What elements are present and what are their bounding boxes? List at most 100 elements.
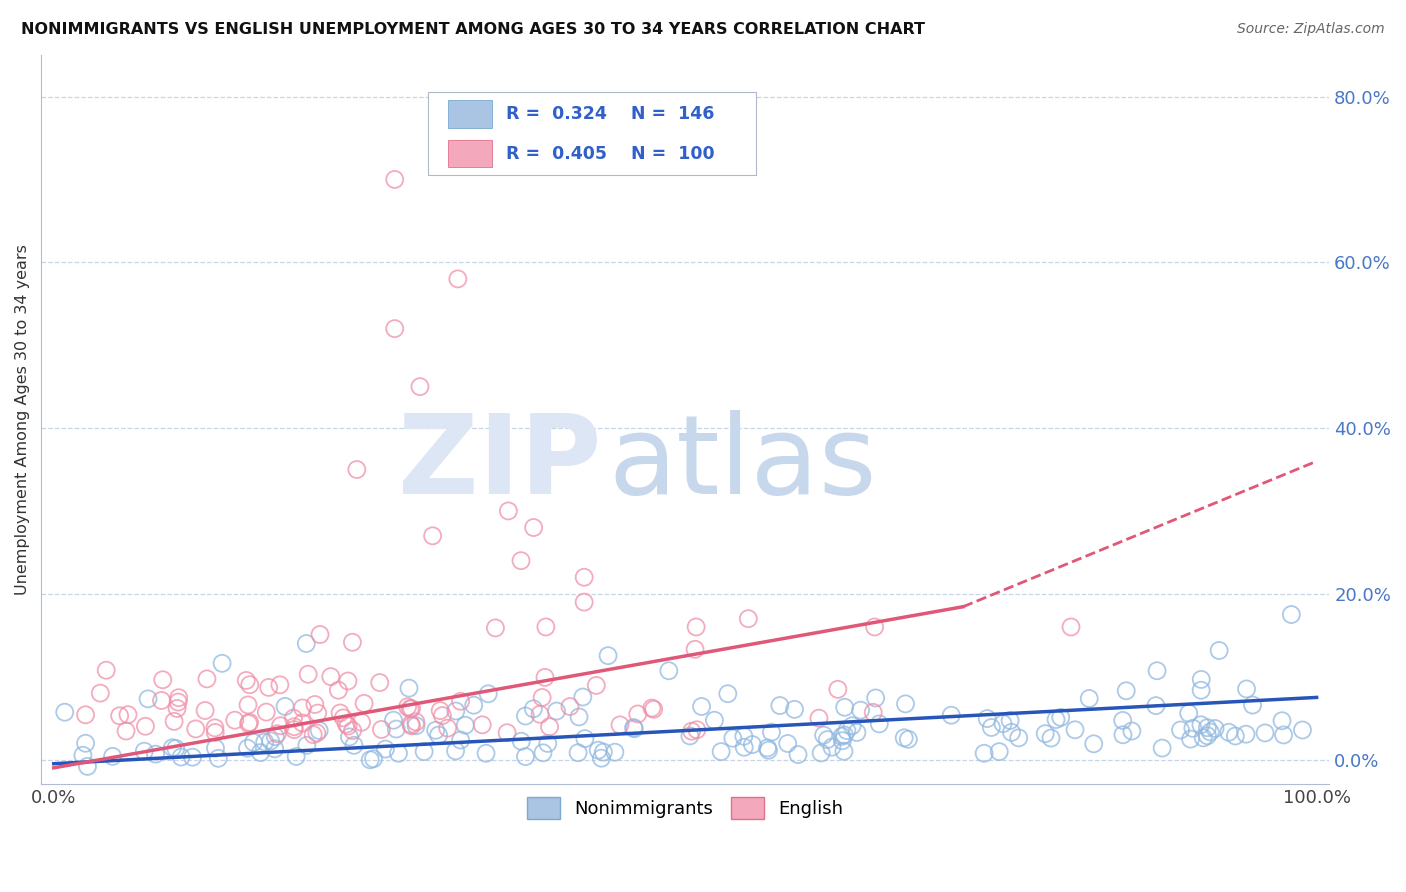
- Point: [531, 746, 554, 760]
- Point: [264, 730, 287, 744]
- Point: [574, 731, 596, 746]
- Point: [1271, 714, 1294, 728]
- Point: [370, 723, 392, 737]
- Point: [96, 663, 118, 677]
- Point: [163, 714, 186, 729]
- Point: [976, 712, 998, 726]
- Point: [204, 721, 226, 735]
- Point: [703, 713, 725, 727]
- Point: [134, 719, 156, 733]
- Point: [170, 750, 193, 764]
- Point: [733, 740, 755, 755]
- Point: [283, 723, 305, 737]
- FancyBboxPatch shape: [449, 101, 492, 128]
- Point: [304, 698, 326, 712]
- Point: [328, 683, 350, 698]
- Point: [195, 672, 218, 686]
- Point: [849, 703, 872, 717]
- Point: [291, 701, 314, 715]
- Point: [529, 707, 551, 722]
- Point: [353, 697, 375, 711]
- Point: [363, 752, 385, 766]
- Point: [387, 746, 409, 760]
- Point: [283, 711, 305, 725]
- Point: [717, 687, 740, 701]
- Point: [643, 702, 665, 716]
- Point: [572, 690, 595, 704]
- Point: [1112, 714, 1135, 728]
- Point: [498, 504, 520, 518]
- Point: [422, 529, 444, 543]
- Point: [515, 709, 537, 723]
- Point: [1189, 718, 1212, 732]
- Point: [1040, 731, 1063, 745]
- Point: [741, 738, 763, 752]
- Text: NONIMMIGRANTS VS ENGLISH UNEMPLOYMENT AMONG AGES 30 TO 34 YEARS CORRELATION CHAR: NONIMMIGRANTS VS ENGLISH UNEMPLOYMENT AM…: [21, 22, 925, 37]
- Point: [683, 642, 706, 657]
- Point: [115, 724, 138, 739]
- Point: [1189, 683, 1212, 698]
- Point: [399, 702, 422, 716]
- Point: [150, 693, 173, 707]
- Point: [1152, 741, 1174, 756]
- Point: [980, 721, 1002, 735]
- Point: [627, 706, 650, 721]
- Point: [834, 700, 856, 714]
- Point: [167, 695, 190, 709]
- Point: [401, 701, 423, 715]
- Point: [475, 746, 498, 760]
- Point: [1189, 673, 1212, 687]
- Point: [239, 715, 262, 730]
- Point: [1033, 727, 1056, 741]
- Point: [332, 711, 354, 725]
- Point: [204, 725, 226, 739]
- Point: [463, 698, 485, 713]
- Point: [75, 707, 97, 722]
- Point: [865, 690, 887, 705]
- Point: [181, 750, 204, 764]
- Legend: Nonimmigrants, English: Nonimmigrants, English: [520, 790, 851, 827]
- Point: [343, 739, 366, 753]
- Point: [162, 740, 184, 755]
- Point: [1008, 731, 1031, 745]
- Text: Source: ZipAtlas.com: Source: ZipAtlas.com: [1237, 22, 1385, 37]
- Point: [1170, 723, 1192, 737]
- Y-axis label: Unemployment Among Ages 30 to 34 years: Unemployment Among Ages 30 to 34 years: [15, 244, 30, 595]
- Point: [447, 272, 470, 286]
- Point: [832, 744, 855, 758]
- Point: [477, 687, 499, 701]
- Point: [165, 741, 187, 756]
- Text: atlas: atlas: [607, 410, 876, 517]
- Point: [396, 699, 419, 714]
- Point: [401, 719, 423, 733]
- Point: [893, 731, 915, 745]
- Point: [510, 734, 533, 748]
- Point: [337, 719, 360, 733]
- Point: [1236, 681, 1258, 696]
- Point: [1083, 737, 1105, 751]
- Point: [291, 715, 314, 730]
- Point: [239, 678, 262, 692]
- Point: [845, 725, 868, 739]
- Point: [991, 716, 1014, 731]
- Point: [254, 705, 277, 719]
- Point: [342, 723, 364, 738]
- Point: [998, 714, 1021, 728]
- Point: [1254, 726, 1277, 740]
- Point: [1208, 643, 1230, 657]
- Point: [194, 704, 217, 718]
- Point: [756, 741, 779, 756]
- Point: [152, 673, 174, 687]
- Point: [690, 699, 713, 714]
- Point: [136, 691, 159, 706]
- Point: [1121, 724, 1143, 739]
- Point: [429, 704, 451, 718]
- Point: [531, 690, 554, 705]
- Point: [815, 732, 838, 747]
- FancyBboxPatch shape: [427, 92, 756, 176]
- Point: [1192, 731, 1215, 745]
- Point: [831, 733, 853, 747]
- Point: [263, 741, 285, 756]
- Point: [53, 705, 76, 719]
- Point: [534, 670, 557, 684]
